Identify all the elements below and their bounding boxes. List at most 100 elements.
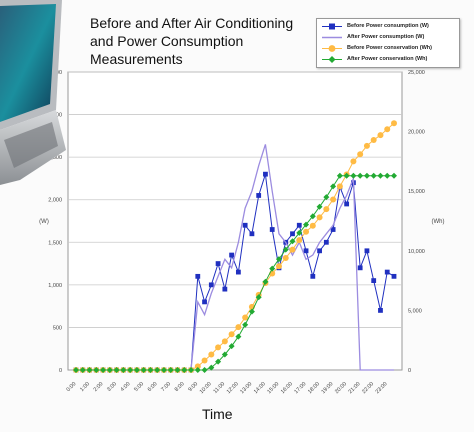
data-point (255, 294, 262, 301)
legend-label: Before Power consumption (W) (347, 23, 429, 29)
data-point (391, 120, 397, 127)
data-point (323, 194, 330, 201)
legend-marker (322, 45, 342, 52)
data-point (235, 269, 241, 275)
data-point (316, 203, 323, 210)
legend-label: After Power conservation (Wh) (347, 56, 428, 62)
x-tick-label: 1:00 (79, 381, 91, 393)
data-point (330, 183, 337, 190)
data-point (263, 171, 268, 177)
x-tick-label: 13:00 (239, 381, 253, 395)
data-point (350, 172, 357, 179)
data-point (242, 314, 249, 321)
data-point (228, 331, 235, 338)
data-point (248, 308, 255, 315)
data-point (194, 363, 201, 370)
data-point (296, 237, 303, 244)
x-tick-label: 21:00 (348, 381, 362, 395)
laptop-photo-image (0, 0, 66, 185)
data-point (357, 265, 363, 271)
x-tick-label: 0:00 (66, 381, 78, 393)
chart-title-line-1: Before and After Air Conditioning (90, 15, 294, 31)
data-point (289, 238, 296, 245)
x-tick-label: 3:00 (106, 381, 118, 393)
y-right-tick-label: 20,000 (408, 130, 425, 136)
y-right-tick-label: 0 (408, 368, 411, 374)
data-point (370, 136, 377, 143)
data-point (215, 261, 221, 266)
data-point (275, 263, 282, 270)
data-point (228, 343, 235, 350)
data-point (344, 201, 350, 207)
data-point (364, 248, 370, 254)
x-tick-label: 20:00 (334, 381, 348, 395)
y-right-axis-label: (Wh) (432, 219, 445, 225)
x-tick-label: 15:00 (266, 381, 280, 395)
data-point (384, 269, 390, 275)
data-point (296, 222, 302, 228)
y-left-tick-label: 2,000 (48, 198, 62, 204)
data-point (282, 246, 289, 253)
data-point (371, 278, 377, 283)
data-point (188, 367, 195, 373)
y-left-axis-label: (W) (39, 219, 49, 225)
data-point (174, 367, 181, 373)
data-point (208, 351, 215, 358)
x-tick-label: 11:00 (213, 381, 227, 395)
data-point (391, 172, 397, 179)
data-point (336, 172, 343, 179)
data-point (343, 172, 350, 179)
chart-title-line-2: and Power Consumption (90, 33, 244, 49)
x-tick-label: 9:00 (187, 381, 199, 393)
data-point (363, 142, 370, 149)
data-point (290, 231, 295, 237)
x-tick-label: 4:00 (120, 381, 132, 393)
x-tick-label: 8:00 (174, 381, 186, 393)
data-point (229, 252, 235, 258)
data-point (316, 214, 323, 221)
data-point (384, 126, 391, 133)
legend-item: Before Power consumption (W) (317, 21, 459, 32)
y-left-tick-label: 1,000 (48, 283, 62, 289)
data-point (79, 367, 86, 373)
data-point (113, 367, 120, 373)
data-point (378, 308, 383, 313)
data-point (309, 222, 316, 229)
data-point (317, 248, 322, 254)
data-point (303, 228, 310, 235)
legend: Before Power consumption (W) After Power… (316, 18, 460, 68)
data-point (336, 183, 343, 190)
data-point (221, 338, 228, 345)
data-point (370, 172, 377, 179)
x-tick-label: 10:00 (199, 381, 213, 395)
data-point (269, 265, 276, 272)
data-point (235, 333, 242, 340)
data-point (235, 324, 242, 331)
data-point (323, 239, 329, 245)
plot-area (67, 71, 403, 371)
legend-marker (322, 23, 342, 30)
x-axis-label: Time (202, 406, 233, 422)
x-tick-label: 17:00 (293, 381, 307, 395)
y-left-tick-label: 2,500 (48, 155, 62, 161)
data-point (100, 367, 107, 373)
data-point (201, 367, 208, 373)
data-point (357, 172, 364, 179)
data-point (222, 286, 228, 292)
data-point (269, 227, 275, 232)
legend-item: After Power conservation (Wh) (317, 54, 459, 65)
y-right-tick-label: 25,000 (408, 70, 425, 76)
x-tick-label: 16:00 (280, 381, 294, 395)
legend-label: Before Power conservation (Wh) (347, 45, 432, 51)
y-left-tick-label: 1,500 (48, 240, 62, 246)
legend-item: After Power consumption (W) (317, 32, 459, 43)
data-point (106, 367, 113, 373)
data-point (86, 367, 93, 373)
data-point (330, 227, 336, 232)
data-point (221, 351, 228, 358)
data-point (330, 196, 337, 203)
x-tick-label: 12:00 (226, 381, 240, 395)
y-right-tick-label: 5,000 (408, 308, 422, 314)
legend-marker (322, 36, 342, 39)
y-left-tick-label: 0 (59, 368, 62, 374)
